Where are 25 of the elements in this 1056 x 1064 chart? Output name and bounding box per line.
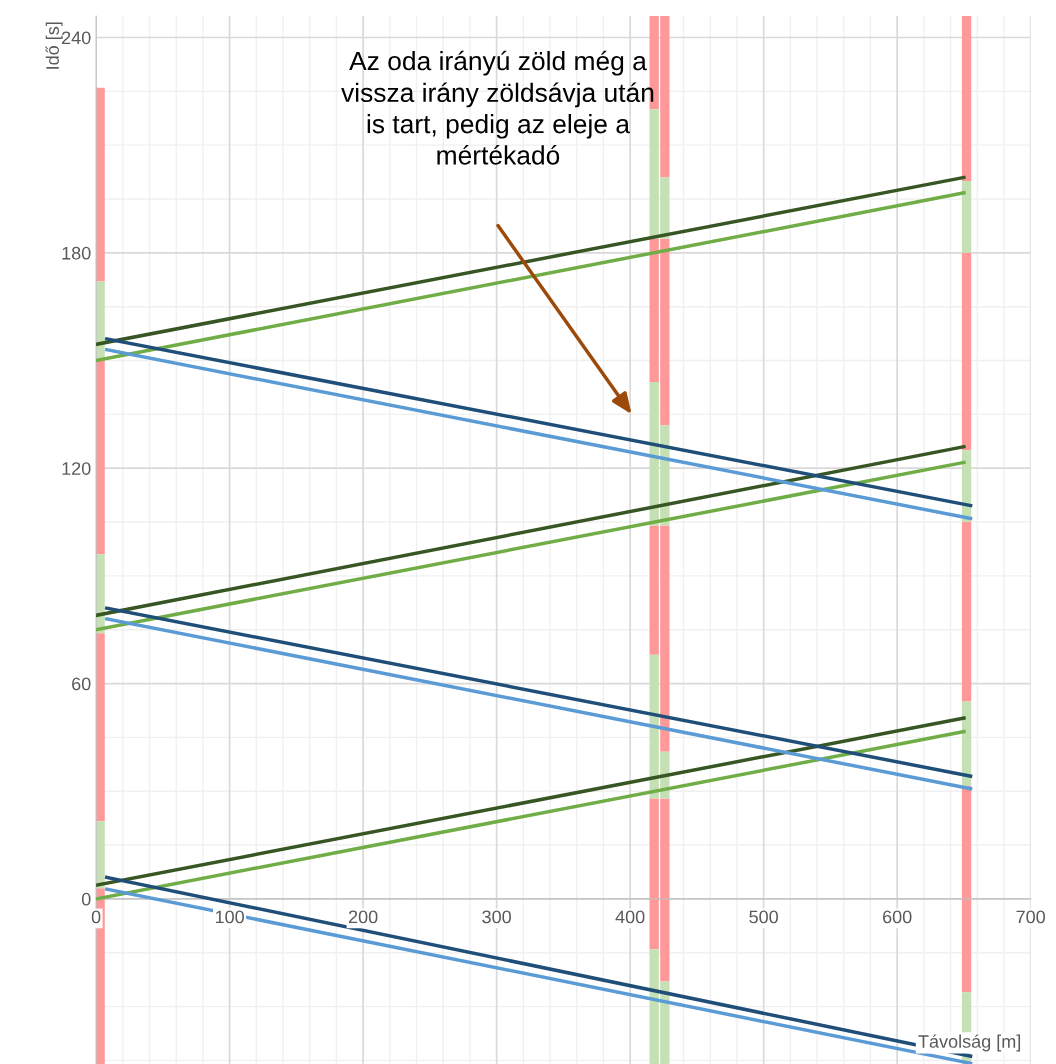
bar — [961, 15, 972, 182]
x-tick-label: 400 — [615, 910, 645, 924]
bar — [96, 360, 105, 555]
bar — [961, 522, 972, 702]
x-tick-label: 500 — [749, 910, 778, 924]
y-tick-label: 0 — [81, 892, 91, 906]
y-tick-label: 120 — [62, 462, 91, 475]
y-tick-label: 180 — [62, 246, 91, 260]
x-tick-label: 600 — [883, 910, 912, 924]
y-axis-title: Idő [s] — [45, 22, 63, 69]
bar — [96, 87, 105, 282]
x-tick-label: 100 — [215, 910, 244, 924]
y-tick-label: 60 — [72, 677, 91, 691]
x-tick-label: 700 — [1016, 910, 1046, 924]
x-axis-title: Távolság [m] — [918, 1034, 1021, 1052]
y-tick-label: 240 — [62, 31, 91, 45]
bar — [96, 633, 105, 822]
annotation: Az oda irányú zöld még a vissza irány zöldsávja után is tart, pedig az eleje a mértékadó — [341, 50, 654, 165]
bar — [961, 701, 972, 786]
bar — [961, 252, 972, 451]
bar — [961, 785, 972, 993]
x-tick-label: 0 — [91, 910, 101, 924]
x-tick-label: 300 — [482, 910, 511, 924]
bar — [961, 181, 972, 253]
x-tick-label: 200 — [348, 910, 378, 924]
